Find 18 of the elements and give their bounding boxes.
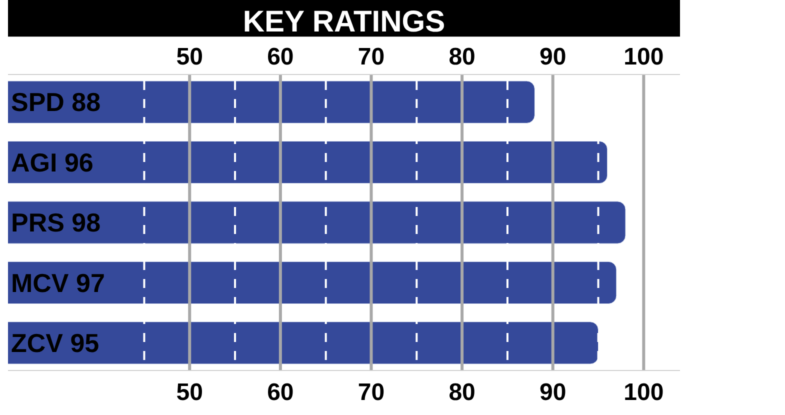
y-tick-label: AGI 96 (11, 147, 94, 178)
x2-tick-label: 100 (624, 378, 664, 406)
x-tick-label: 50 (176, 43, 203, 70)
chart-title: KEY RATINGS (242, 5, 446, 38)
x-tick-label: 60 (267, 43, 294, 70)
x2-tick-label: 80 (448, 378, 476, 406)
x-tick-label: 70 (358, 43, 385, 70)
x-tick-label: 100 (624, 43, 664, 70)
y-tick-label: MCV 97 (11, 268, 105, 298)
y-tick-label: ZCV 95 (11, 328, 100, 358)
x2-tick-label: 50 (176, 378, 203, 406)
x2-tick-label: 70 (358, 378, 385, 406)
x-tick-label: 90 (540, 43, 566, 70)
x2-tick-label: 60 (267, 378, 294, 406)
y-tick-label: PRS 98 (11, 208, 101, 238)
x-tick-label: 80 (448, 43, 476, 70)
x2-tick-label: 90 (540, 378, 566, 406)
y-tick-label: SPD 88 (11, 87, 101, 118)
